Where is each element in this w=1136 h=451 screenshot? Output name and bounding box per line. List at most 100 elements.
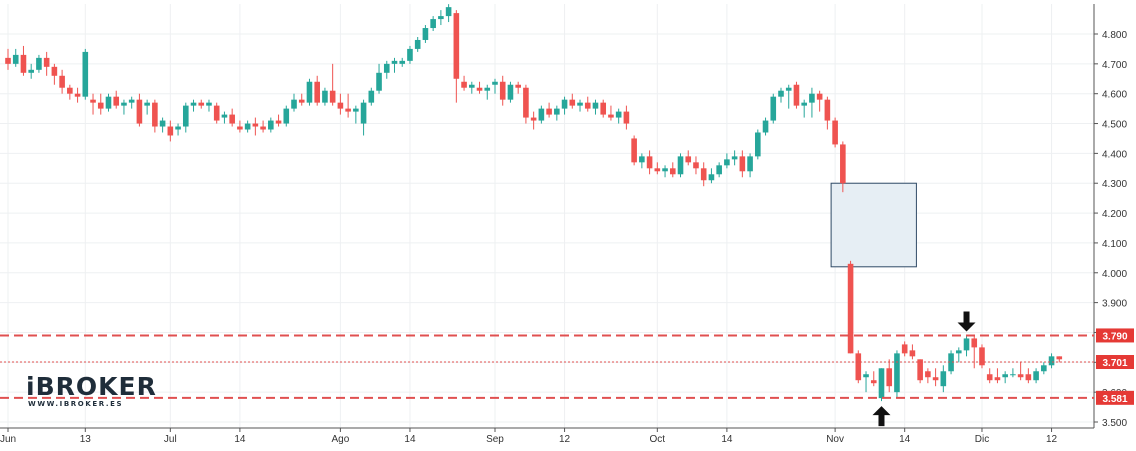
candle-body [476,87,483,91]
candle-body [12,54,19,64]
candle-body [600,102,607,115]
candle-body [167,126,174,136]
candle-body [716,165,722,175]
candle-body [554,108,560,115]
candle-body [770,96,777,121]
candle-body [894,353,900,393]
candle-body [724,159,730,166]
candle-body [51,66,58,76]
candle-body [731,156,738,160]
x-tick-label: Jun [0,434,16,445]
y-tick-label: 4.700 [1102,60,1127,71]
candle-body [747,156,753,172]
candle-body [809,93,815,103]
candle-body [74,93,81,97]
candle-body [399,60,406,64]
y-tick-label: 4.600 [1102,90,1127,101]
candle-body [816,93,823,100]
candle-body [1033,371,1039,381]
candle-body [128,99,135,103]
level-label: 3.790 [1102,331,1127,342]
candle-body [538,108,545,121]
candle-body [430,19,436,29]
level-label-box [1096,355,1134,370]
candle-body [755,132,761,157]
candle-body [700,168,707,181]
candle-body [453,13,460,79]
x-tick-label: 14 [899,434,911,445]
level-label-box [1096,390,1134,405]
candle-body [986,374,993,381]
candle-body [353,108,359,112]
gap-box [830,182,917,268]
candle-body [569,99,576,106]
x-tick-label: Ago [331,434,349,445]
y-tick-label: 4.300 [1102,179,1127,190]
candle-body [159,120,166,127]
candle-body [190,102,197,106]
candle-body [824,99,831,121]
candle-body [785,87,792,91]
candle-body [260,126,266,130]
candle-body [561,99,568,109]
x-tick-label: 14 [404,434,416,445]
candle-body [268,120,274,130]
candle-body [592,102,599,109]
candle-body [206,102,212,106]
candle-body [221,114,228,118]
level-label-box [1096,328,1134,343]
candle-body [1010,374,1016,376]
candle-body [669,168,676,175]
y-tick-label: 4.400 [1102,149,1127,160]
candle-body [391,60,398,64]
ibroker-logo: iBROKER WWW.IBROKER.ES [26,372,157,409]
candle-body [778,90,784,97]
candle-body [801,102,807,106]
candle-body [422,28,429,40]
y-tick-label: 3.900 [1102,299,1127,310]
candle-body [577,102,583,106]
candle-body [59,75,65,88]
candle-body [484,87,491,91]
candle-body [213,105,220,121]
candle-body [739,156,746,172]
candle-body [136,99,143,124]
candle-body [360,102,367,124]
candle-body [870,380,877,384]
candle-body [283,108,290,124]
candle-body [43,57,50,67]
candle-body [979,347,985,366]
candle-body [113,96,120,106]
candle-body [121,102,127,106]
candle-body [685,156,692,163]
logo-wordmark: iBROKER [26,372,157,401]
x-tick-label: 13 [80,434,92,445]
candle-body [306,81,313,103]
candle-body [469,84,475,88]
candle-body [832,120,838,145]
candle-body [840,144,846,184]
candle-body [407,48,413,61]
candle-body [67,87,73,94]
x-tick-label: 12 [559,434,571,445]
x-tick-label: Jul [164,434,177,445]
candle-body [252,123,259,127]
x-tick-label: Nov [826,434,844,445]
candle-body [855,353,862,381]
candle-body [499,81,506,100]
candle-body [90,99,96,103]
y-tick-label: 4.000 [1102,269,1127,280]
candle-body [152,102,158,127]
candle-body [438,16,444,20]
candle-body [229,114,235,124]
candle-body [244,123,251,130]
candle-body [445,7,452,17]
candle-body [546,108,552,115]
candle-body [82,51,89,97]
candle-body [28,69,34,73]
candle-body [940,371,947,387]
candle-body [1017,374,1024,378]
candle-body [1056,356,1063,360]
candle-body [530,117,537,121]
